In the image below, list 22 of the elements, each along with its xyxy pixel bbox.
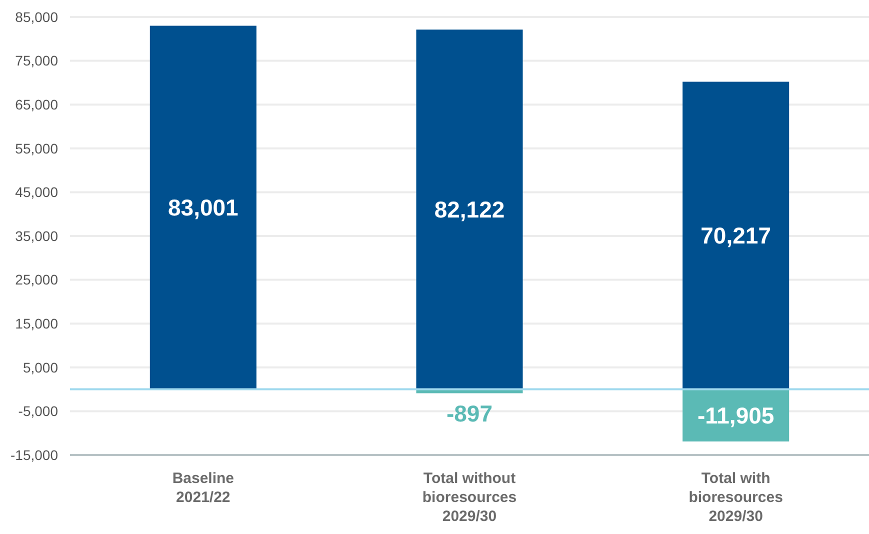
bar [682, 82, 790, 390]
y-tick-label: 15,000 [15, 316, 58, 332]
y-tick-label: 45,000 [15, 184, 58, 200]
data-label: -11,905 [697, 402, 774, 428]
y-tick-label: 25,000 [15, 272, 58, 288]
y-tick-label: 65,000 [15, 96, 58, 112]
x-tick-label: Baseline 2021/22 [172, 470, 234, 506]
data-label: 82,122 [434, 196, 505, 223]
bar [416, 30, 523, 390]
x-tick-label: Total with bioresources 2029/30 [688, 470, 783, 525]
y-tick-label: -5,000 [18, 403, 58, 420]
data-label: 70,217 [700, 222, 772, 249]
x-tick-label: Total without bioresources 2029/30 [422, 470, 517, 525]
y-tick-label: -15,000 [10, 446, 58, 463]
data-label: 83,001 [168, 194, 239, 221]
y-tick-label: 35,000 [15, 228, 58, 244]
data-label: -897 [446, 400, 493, 426]
y-tick-label: 55,000 [15, 140, 58, 156]
y-tick-label: 85,000 [15, 8, 58, 25]
y-tick-label: 75,000 [15, 52, 58, 69]
bar [150, 26, 256, 390]
y-tick-label: 5,000 [22, 359, 58, 376]
